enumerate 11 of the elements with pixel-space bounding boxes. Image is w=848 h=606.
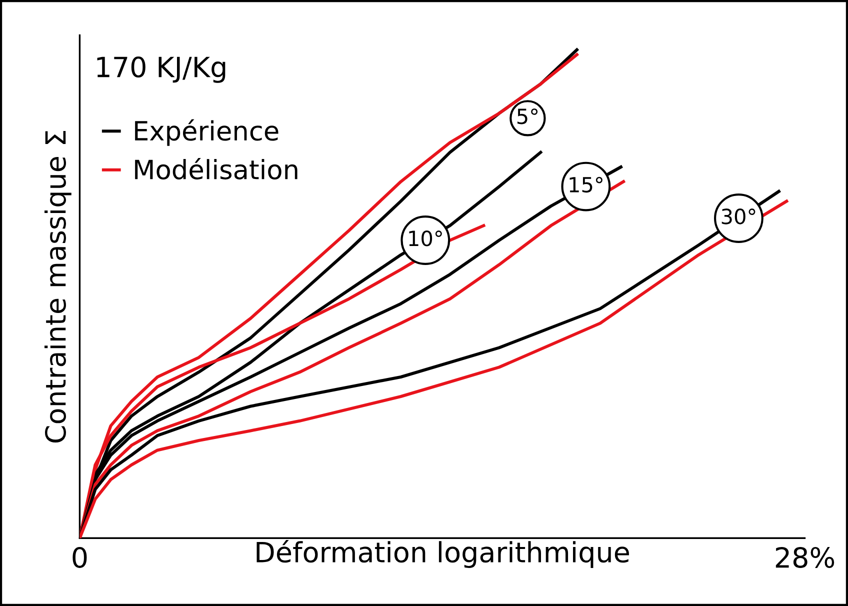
- legend-label: Expérience: [135, 119, 278, 146]
- y-axis-title: Contrainte massique Σ: [44, 130, 72, 443]
- annotation: 15°: [570, 176, 602, 193]
- x-axis-title: Déformation logarithmique: [256, 540, 629, 568]
- annotation: 30°: [722, 208, 756, 224]
- chart-title: 170 KJ/Kg: [97, 56, 226, 83]
- annotation: 5°: [517, 108, 538, 124]
- x-tick-label: 28%: [776, 546, 834, 568]
- x-tick-label: 0: [72, 546, 87, 568]
- legend-label: Modélisation: [135, 158, 298, 180]
- annotation: 10°: [409, 230, 442, 246]
